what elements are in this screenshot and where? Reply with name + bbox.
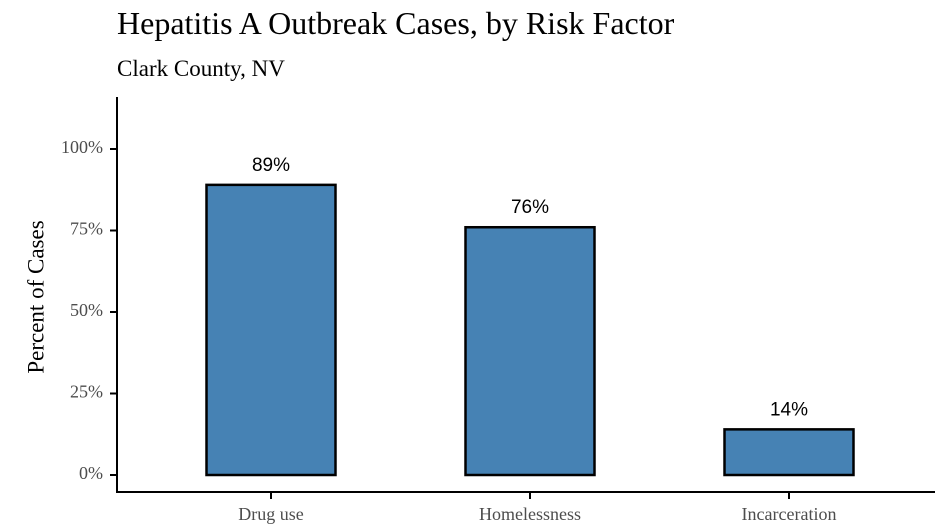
y-axis-title: Percent of Cases — [23, 220, 48, 373]
y-tick-label: 25% — [70, 382, 103, 402]
y-tick-label: 0% — [79, 463, 103, 483]
data-labels: 89% 76% 14% — [252, 155, 808, 420]
chart-title: Hepatitis A Outbreak Cases, by Risk Fact… — [117, 5, 675, 41]
chart-subtitle: Clark County, NV — [117, 56, 285, 81]
y-tick-label: 100% — [61, 137, 103, 157]
bar-incarceration — [723, 428, 855, 477]
data-label: 14% — [770, 399, 808, 420]
data-label: 89% — [252, 155, 290, 176]
y-tick-label: 75% — [70, 219, 103, 239]
x-axis-ticks: Drug use Homelessness Incarceration — [238, 492, 836, 524]
x-tick-label: Homelessness — [479, 504, 581, 524]
data-label: 76% — [511, 197, 549, 218]
bar-homelessness — [464, 225, 596, 477]
y-tick-label: 50% — [70, 300, 103, 320]
y-axis-ticks: 0% 25% 50% 75% 100% — [61, 137, 117, 483]
x-tick-label: Incarceration — [742, 504, 837, 524]
bar-drug-use — [205, 183, 337, 477]
bars — [205, 183, 855, 477]
x-tick-label: Drug use — [238, 504, 304, 524]
